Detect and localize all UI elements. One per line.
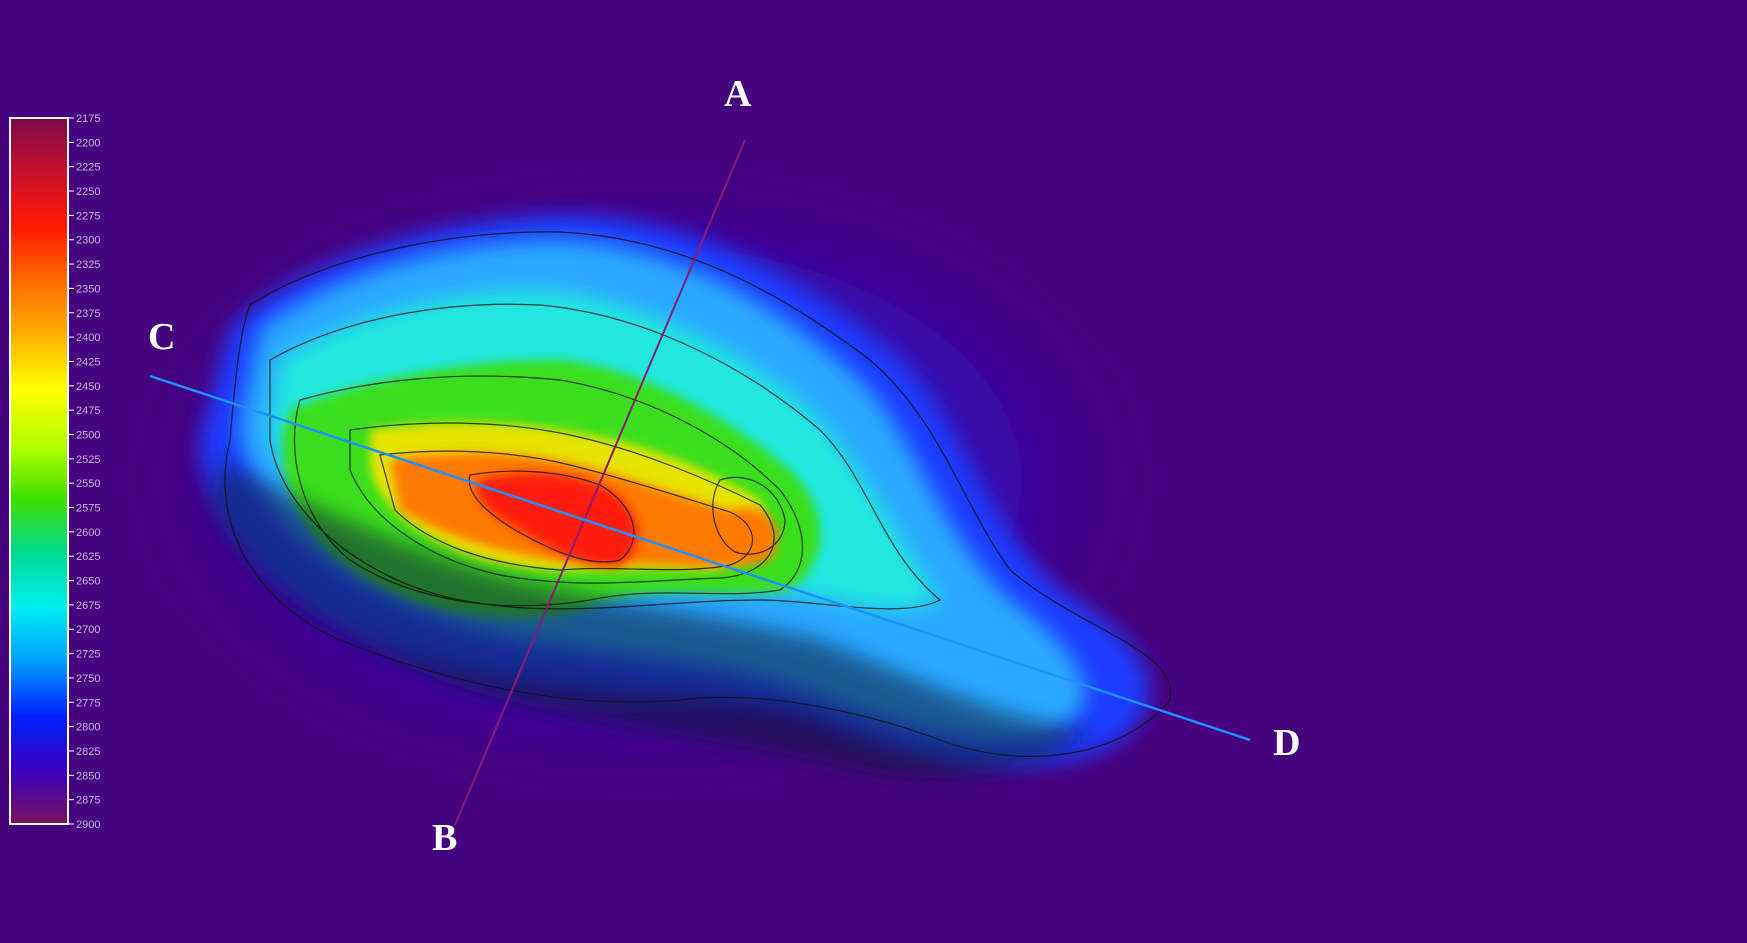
- depth-colorbar: 2175 2200 2225 2250 2275 2300 2325 2350 2375 2400…: [9, 113, 100, 831]
- colorbar-tick-label: 2400: [76, 332, 100, 344]
- colorbar-tick-label: 2675: [76, 600, 100, 612]
- profile-label-d: D: [1273, 722, 1300, 764]
- colorbar-tick-label: 2600: [76, 527, 100, 539]
- profile-label-c: C: [148, 316, 175, 358]
- profile-label-a: A: [724, 73, 752, 115]
- colorbar-tick-label: 2250: [76, 186, 100, 198]
- contour-line: [269, 303, 942, 610]
- profile-label-b: B: [432, 817, 457, 859]
- profile-line-ab: [454, 139, 746, 826]
- colorbar-tick-label: 2700: [76, 624, 100, 636]
- colorbar-tick-label: 2325: [76, 259, 100, 271]
- contour-lines: [224, 231, 1172, 757]
- contour-line: [468, 470, 635, 563]
- contour-line: [349, 422, 775, 584]
- seamount-relief: [120, 160, 1160, 800]
- colorbar-tick-label: 2275: [76, 210, 100, 222]
- colorbar-tick-label: 2450: [76, 381, 100, 393]
- profile-lines: A B C D: [148, 73, 1300, 859]
- contour-line: [379, 450, 754, 571]
- colorbar-tick-label: 2300: [76, 235, 100, 247]
- colorbar-tick-label: 2200: [76, 137, 100, 149]
- colorbar-gradient: [9, 117, 69, 825]
- colorbar-tick-label: 2650: [76, 576, 100, 588]
- colorbar-tick-label: 2225: [76, 162, 100, 174]
- colorbar-tick-label: 2725: [76, 649, 100, 661]
- colorbar-tick-label: 2350: [76, 283, 100, 295]
- colorbar-tick-label: 2175: [76, 113, 100, 125]
- colorbar-tick-label: 2875: [76, 795, 100, 807]
- colorbar-tick-label: 2625: [76, 551, 100, 563]
- colorbar-tick-label: 2800: [76, 722, 100, 734]
- colorbar-tick-label: 2550: [76, 478, 100, 490]
- colorbar-tick-label: 2900: [76, 819, 100, 831]
- profile-line-cd: [149, 374, 1251, 742]
- contour-line: [224, 231, 1172, 757]
- colorbar-tick-label: 2525: [76, 454, 100, 466]
- colorbar-tick-label: 2425: [76, 356, 100, 368]
- colorbar-tick-label: 2850: [76, 770, 100, 782]
- colorbar-tick-label: 2575: [76, 503, 100, 515]
- contour-line: [293, 375, 804, 607]
- colorbar-tick-label: 2475: [76, 405, 100, 417]
- colorbar-ticks: 2175 2200 2225 2250 2275 2300 2325 2350 2375 2400…: [68, 113, 100, 831]
- colorbar-tick-label: 2500: [76, 429, 100, 441]
- colorbar-tick-label: 2825: [76, 746, 100, 758]
- shadowed-south-flank: [210, 460, 1090, 778]
- colorbar-tick-label: 2750: [76, 673, 100, 685]
- contour-line: [712, 476, 786, 555]
- colorbar-tick-label: 2775: [76, 697, 100, 709]
- colorbar-tick-label: 2375: [76, 308, 100, 320]
